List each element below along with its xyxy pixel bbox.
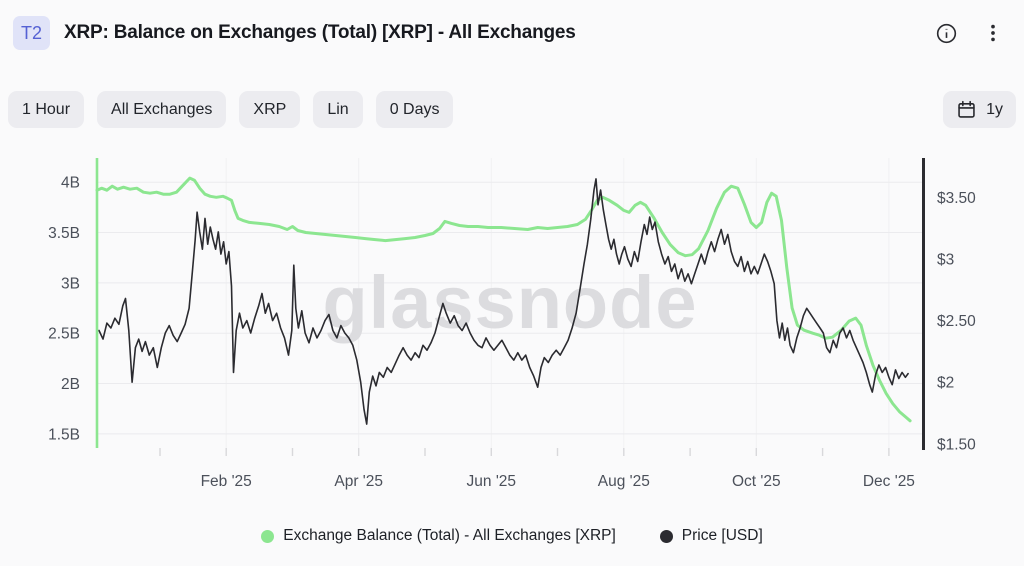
- right-axis-label: $2.50: [937, 313, 976, 330]
- filter-pill-all-exchanges[interactable]: All Exchanges: [97, 91, 227, 128]
- range-label: 1y: [986, 100, 1003, 118]
- filter-pill-0-days[interactable]: 0 Days: [375, 91, 454, 128]
- x-axis-label: Aug '25: [598, 473, 650, 490]
- kebab-menu-icon: [991, 24, 995, 42]
- left-axis-label: 1.5B: [48, 426, 80, 443]
- x-axis-label: Jun '25: [467, 473, 517, 490]
- header-actions: [931, 17, 1008, 49]
- page-title: XRP: Balance on Exchanges (Total) [XRP] …: [64, 22, 576, 43]
- x-axis-label: Apr '25: [334, 473, 383, 490]
- price-series-path: [98, 178, 909, 425]
- legend-label-price: Price [USD]: [681, 527, 763, 544]
- left-axis-label: 2.5B: [48, 326, 80, 343]
- right-axis-label: $2: [937, 375, 954, 392]
- x-axis-label: Dec '25: [863, 473, 915, 490]
- legend-label-balance: Exchange Balance (Total) - All Exchanges…: [283, 527, 616, 544]
- left-axis-label: 3B: [61, 275, 80, 292]
- left-axis-label: 3.5B: [48, 225, 80, 242]
- menu-button[interactable]: [978, 17, 1008, 49]
- filter-pill-lin[interactable]: Lin: [313, 91, 363, 128]
- legend: Exchange Balance (Total) - All Exchanges…: [0, 527, 1024, 545]
- tier-badge: T2: [13, 16, 51, 50]
- right-axis-label: $3.50: [937, 190, 976, 207]
- x-axis-label: Oct '25: [732, 473, 781, 490]
- balance-series-dot: [261, 529, 275, 543]
- toolbar: 1 Hour All Exchanges XRP Lin 0 Days 1y: [8, 91, 1016, 128]
- left-axis-label: 4B: [61, 175, 80, 192]
- balance-series-path: [95, 176, 912, 423]
- info-icon: [936, 23, 957, 43]
- legend-item-balance[interactable]: Exchange Balance (Total) - All Exchanges…: [261, 527, 616, 545]
- watermark-text: glassnode: [323, 261, 698, 344]
- info-button[interactable]: [931, 18, 962, 49]
- filter-pill-1-hour[interactable]: 1 Hour: [8, 91, 85, 128]
- x-axis-label: Feb '25: [201, 473, 252, 490]
- calendar-icon: [958, 100, 975, 118]
- right-axis-label: $1.50: [937, 436, 976, 453]
- legend-item-price[interactable]: Price [USD]: [659, 527, 763, 545]
- date-range-button[interactable]: 1y: [943, 91, 1016, 128]
- left-axis-label: 2B: [61, 376, 80, 393]
- right-axis-label: $3: [937, 252, 954, 269]
- chart-header: T2 XRP: Balance on Exchanges (Total) [XR…: [13, 13, 1008, 53]
- filter-pill-xrp[interactable]: XRP: [239, 91, 301, 128]
- filter-bar: 1 Hour All Exchanges XRP Lin 0 Days: [8, 91, 454, 128]
- price-series-dot: [659, 529, 673, 543]
